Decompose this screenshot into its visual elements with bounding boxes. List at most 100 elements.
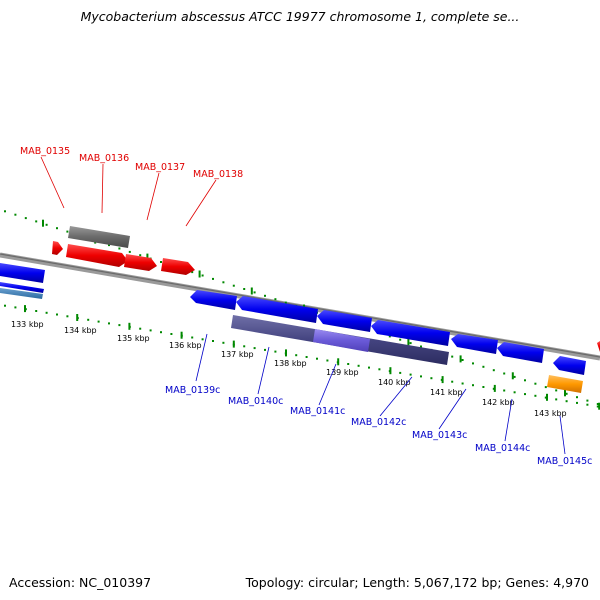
tick-label-134: 134 kbp [64, 326, 97, 335]
minor-tick [108, 244, 110, 247]
minor-tick [565, 392, 568, 395]
minor-tick [295, 354, 298, 357]
major-tick [250, 287, 253, 295]
cds-feature[interactable] [52, 241, 63, 255]
minor-tick [420, 375, 422, 378]
minor-tick [253, 291, 256, 294]
minor-tick [482, 365, 485, 368]
minor-tick [472, 362, 474, 365]
genome-summary-text: Topology: circular; Length: 5,067,172 bp… [245, 575, 589, 590]
tick-label-136: 136 kbp [169, 341, 202, 350]
cds-feature[interactable] [236, 296, 318, 323]
gene-feature[interactable] [68, 226, 130, 248]
cds-feature[interactable] [0, 282, 44, 293]
minor-tick [35, 310, 38, 312]
minor-tick [222, 281, 225, 284]
minor-tick [576, 401, 578, 404]
minor-tick [243, 345, 246, 348]
forward-features [52, 226, 600, 352]
major-tick [76, 314, 79, 321]
major-tick [511, 372, 514, 380]
major-tick [180, 331, 183, 339]
minor-tick [222, 341, 225, 344]
gene-label-mab-0144c[interactable]: MAB_0144c [475, 443, 530, 454]
minor-tick [586, 399, 589, 402]
minor-tick [576, 396, 578, 399]
minor-tick [87, 318, 90, 321]
minor-tick [4, 210, 6, 213]
cds-feature[interactable] [161, 258, 195, 275]
gene-label-mab-0145c[interactable]: MAB_0145c [537, 456, 592, 467]
minor-tick [513, 391, 516, 394]
gene-label-mab-0135[interactable]: MAB_0135 [20, 146, 70, 157]
tick-label-137: 137 kbp [221, 350, 254, 359]
minor-tick [586, 403, 589, 406]
tick-label-139: 139 kbp [326, 368, 359, 377]
minor-tick [503, 389, 506, 392]
minor-tick [544, 386, 547, 389]
minor-tick [524, 379, 526, 382]
misc-feature[interactable] [547, 375, 583, 393]
tick-label-142: 142 kbp [482, 398, 515, 407]
gene-label-mab-0137[interactable]: MAB_0137 [135, 162, 185, 173]
minor-tick [201, 338, 204, 341]
minor-tick [388, 335, 391, 338]
minor-tick [118, 247, 121, 250]
major-tick [407, 338, 410, 346]
minor-tick [264, 348, 266, 351]
gene-label-mab-0136[interactable]: MAB_0136 [79, 153, 129, 164]
minor-tick [45, 223, 48, 226]
gene-feature-highlight[interactable] [313, 329, 370, 352]
cds-fragment[interactable] [597, 341, 600, 352]
gene-label-mab-0139c[interactable]: MAB_0139c [165, 385, 220, 396]
minor-tick [253, 347, 256, 350]
reverse-gene-labels: MAB_0139c MAB_0140c MAB_0141c MAB_0142c … [165, 385, 592, 467]
minor-tick [482, 386, 485, 388]
major-tick [564, 389, 566, 397]
minor-tick [524, 393, 526, 396]
minor-tick [451, 355, 454, 358]
cds-feature[interactable] [66, 244, 128, 267]
minor-tick [513, 375, 516, 378]
minor-tick [191, 271, 194, 274]
cds-feature[interactable] [124, 254, 157, 271]
gene-label-mab-0143c[interactable]: MAB_0143c [412, 430, 467, 441]
cds-feature[interactable] [451, 334, 498, 354]
major-tick [42, 219, 44, 227]
gene-label-mab-0138[interactable]: MAB_0138 [193, 169, 243, 180]
cds-feature[interactable] [0, 263, 45, 283]
accession-text: Accession: NC_010397 [9, 575, 152, 590]
minor-tick [420, 345, 422, 348]
major-tick [441, 376, 444, 384]
minor-tick [264, 294, 266, 297]
gene-feature[interactable] [0, 288, 43, 299]
major-tick [546, 393, 548, 401]
minor-tick [160, 331, 162, 334]
major-tick [285, 349, 287, 357]
minor-tick [14, 306, 17, 309]
minor-tick [409, 342, 412, 345]
minor-tick [399, 338, 402, 341]
gene-label-mab-0141c[interactable]: MAB_0141c [290, 406, 345, 417]
minor-tick [461, 382, 464, 385]
cds-feature[interactable] [371, 320, 450, 346]
minor-tick [56, 227, 58, 230]
minor-tick [160, 261, 162, 263]
minor-tick [139, 327, 142, 330]
gene-label-mab-0142c[interactable]: MAB_0142c [351, 417, 406, 428]
minor-tick [274, 298, 277, 301]
minor-tick [149, 329, 152, 332]
minor-tick [596, 405, 599, 408]
gene-label-mab-0140c[interactable]: MAB_0140c [228, 396, 283, 407]
cds-feature[interactable] [190, 290, 237, 310]
major-tick [459, 355, 462, 363]
forward-gene-labels: MAB_0135 MAB_0136 MAB_0137 MAB_0138 [20, 146, 243, 180]
cds-feature[interactable] [317, 310, 372, 332]
major-tick [598, 402, 600, 410]
minor-tick [399, 371, 402, 374]
minor-tick [56, 313, 58, 316]
major-tick [337, 358, 340, 366]
cds-feature[interactable] [553, 356, 586, 375]
cds-feature[interactable] [497, 342, 544, 363]
reverse-features [0, 263, 586, 393]
